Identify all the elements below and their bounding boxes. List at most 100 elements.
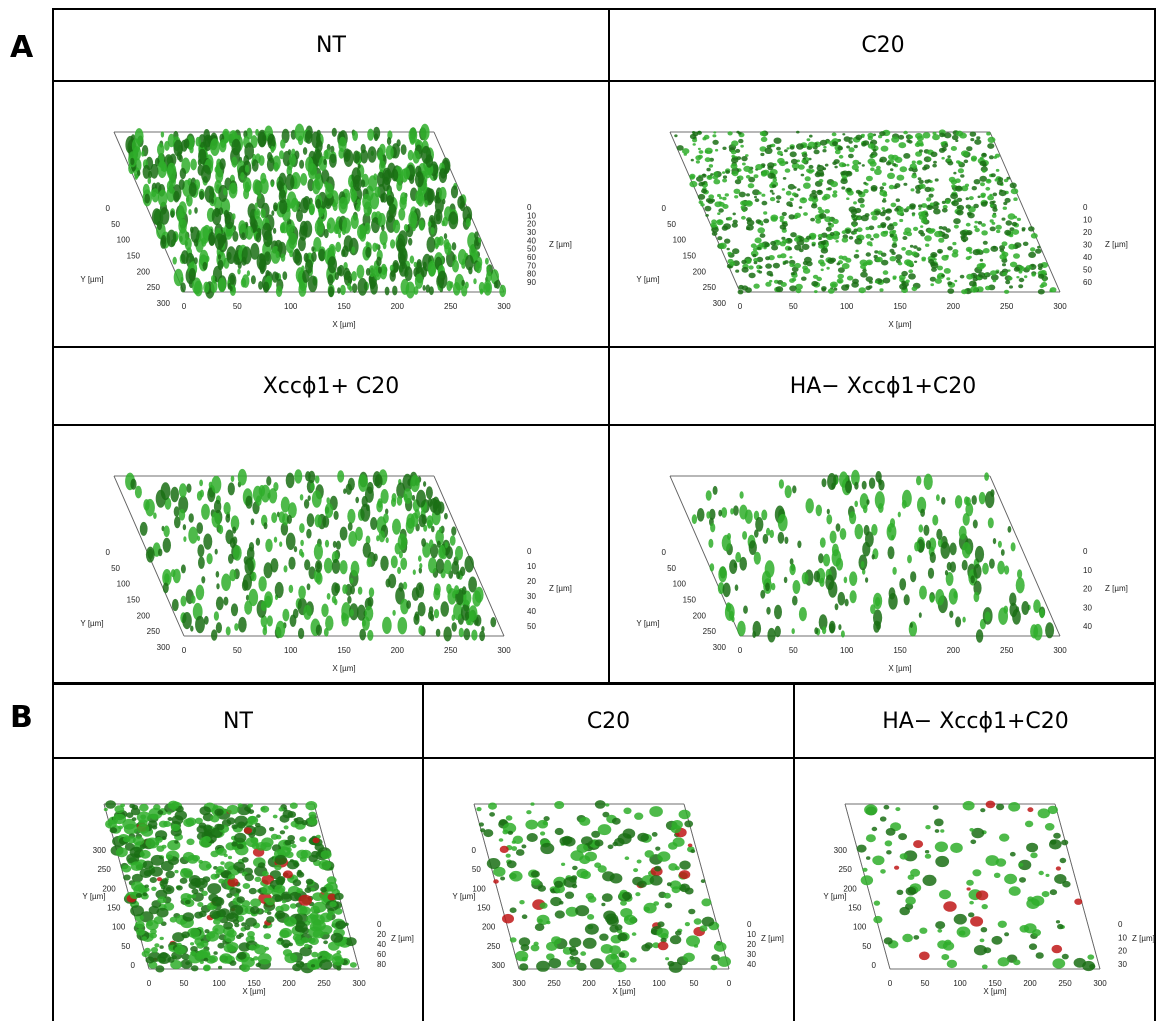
biofilm-cluster: [997, 560, 1005, 575]
biofilm-cluster: [147, 177, 152, 184]
biofilm-cluster: [856, 227, 863, 233]
biofilm-cluster: [1001, 217, 1006, 221]
biofilm-cluster: [789, 263, 795, 268]
biofilm-cluster: [606, 916, 619, 926]
biofilm-cluster: [796, 130, 800, 134]
biofilm-cluster: [363, 201, 372, 217]
biofilm-cluster: [350, 585, 355, 595]
biofilm-cluster: [981, 230, 988, 236]
biofilm-cluster: [312, 892, 324, 901]
z-tick-label: 30: [527, 592, 536, 601]
biofilm-cluster: [195, 584, 205, 601]
biofilm-cluster: [255, 495, 262, 506]
biofilm-cluster: [710, 222, 717, 228]
x-tick-label: 50: [233, 646, 242, 655]
biofilm-cluster: [360, 503, 371, 522]
biofilm-cluster: [732, 219, 738, 224]
biofilm-cluster: [424, 200, 429, 208]
biofilm-cluster: [976, 263, 985, 270]
biofilm-cluster: [687, 843, 693, 848]
biofilm-cluster: [234, 623, 239, 631]
biofilm-cluster: [159, 207, 170, 225]
biofilm-cluster: [273, 162, 279, 172]
biofilm-cluster: [748, 540, 757, 555]
biofilm-cluster: [735, 148, 741, 153]
biofilm-cluster: [505, 853, 511, 858]
biofilm-cluster: [270, 181, 274, 188]
biofilm-cluster: [179, 167, 187, 180]
biofilm-cluster: [429, 498, 438, 513]
biofilm-cluster: [347, 522, 353, 531]
biofilm-cluster: [649, 806, 663, 817]
biofilm-cluster: [854, 207, 862, 214]
biofilm-cluster: [130, 861, 143, 871]
biofilm-cluster: [973, 591, 980, 603]
biofilm-cluster: [281, 891, 292, 900]
biofilm-cluster: [385, 508, 389, 515]
biofilm-cluster: [976, 136, 981, 140]
biofilm-cluster: [724, 238, 731, 244]
biofilm-cluster: [1017, 569, 1023, 579]
biofilm-cluster: [771, 582, 776, 591]
biofilm-cluster: [811, 203, 818, 209]
biofilm-cluster: [170, 486, 179, 503]
biofilm-cluster: [410, 474, 420, 493]
biofilm-cluster: [147, 820, 158, 828]
biofilm-cluster: [323, 557, 333, 574]
biofilm-cluster: [157, 896, 167, 904]
biofilm-cluster: [1001, 241, 1008, 247]
biofilm-cluster: [338, 136, 347, 152]
biofilm-3d-plot: 0 50 100 150 200 250 3003002502001501005000102…: [823, 800, 1155, 996]
biofilm-cluster: [283, 825, 289, 830]
biofilm-cluster: [987, 143, 995, 149]
biofilm-cluster: [980, 182, 985, 187]
biofilm-cluster: [786, 147, 790, 150]
biofilm-cluster: [294, 251, 303, 266]
biofilm-cluster: [426, 236, 436, 253]
biofilm-cluster: [784, 536, 789, 544]
biofilm-cluster: [1014, 242, 1022, 249]
biofilm-cluster: [251, 842, 260, 850]
biofilm-cluster: [247, 803, 253, 808]
biofilm-cluster: [715, 148, 719, 152]
x-tick-label: 250: [1000, 646, 1014, 655]
biofilm-cluster: [753, 283, 760, 289]
biofilm-cluster: [243, 827, 252, 834]
biofilm-cluster: [326, 593, 331, 600]
x-tick-label: 100: [652, 979, 666, 988]
biofilm-cluster: [857, 197, 865, 204]
biofilm-cluster: [899, 853, 908, 860]
biofilm-cluster: [678, 809, 691, 820]
biofilm-cluster: [932, 805, 939, 810]
biofilm-cluster: [765, 263, 772, 269]
biofilm-cluster: [343, 488, 347, 494]
biofilm-cluster: [813, 570, 821, 583]
biofilm-cluster: [159, 880, 168, 887]
biofilm-cluster: [954, 495, 963, 509]
biofilm-cluster: [430, 217, 434, 224]
biofilm-cluster: [266, 615, 273, 627]
biofilm-cluster: [297, 906, 308, 915]
biofilm-cluster: [708, 194, 715, 199]
biofilm-cluster: [199, 806, 211, 816]
biofilm-cluster: [237, 468, 247, 486]
biofilm-cluster: [259, 265, 265, 275]
y-tick-label: 200: [693, 267, 707, 276]
biofilm-cluster: [712, 175, 719, 180]
biofilm-cluster: [748, 265, 754, 270]
biofilm-cluster: [867, 261, 872, 265]
biofilm-cluster: [853, 254, 860, 259]
biofilm-cluster: [846, 163, 850, 167]
z-tick-label: 0: [527, 203, 532, 212]
biofilm-cluster: [981, 223, 986, 227]
biofilm-cluster: [331, 955, 344, 966]
biofilm-cluster: [190, 625, 194, 632]
biofilm-3d-plot: 0 50 100 150 200 250 3003002502001501005000204…: [82, 800, 414, 996]
y-tick-label: 0: [662, 204, 667, 213]
biofilm-cluster: [385, 145, 394, 160]
biofilm-cluster: [951, 200, 959, 207]
biofilm-cluster: [949, 610, 954, 618]
biofilm-cluster: [930, 261, 936, 266]
biofilm-cluster: [337, 287, 341, 294]
biofilm-cluster: [982, 169, 986, 173]
